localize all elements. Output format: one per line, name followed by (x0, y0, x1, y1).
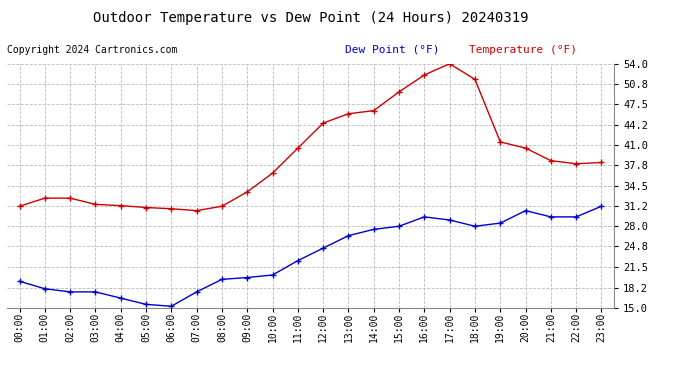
Text: Copyright 2024 Cartronics.com: Copyright 2024 Cartronics.com (7, 45, 177, 55)
Text: Outdoor Temperature vs Dew Point (24 Hours) 20240319: Outdoor Temperature vs Dew Point (24 Hou… (92, 11, 529, 25)
Text: Dew Point (°F): Dew Point (°F) (345, 45, 440, 55)
Text: Temperature (°F): Temperature (°F) (469, 45, 578, 55)
